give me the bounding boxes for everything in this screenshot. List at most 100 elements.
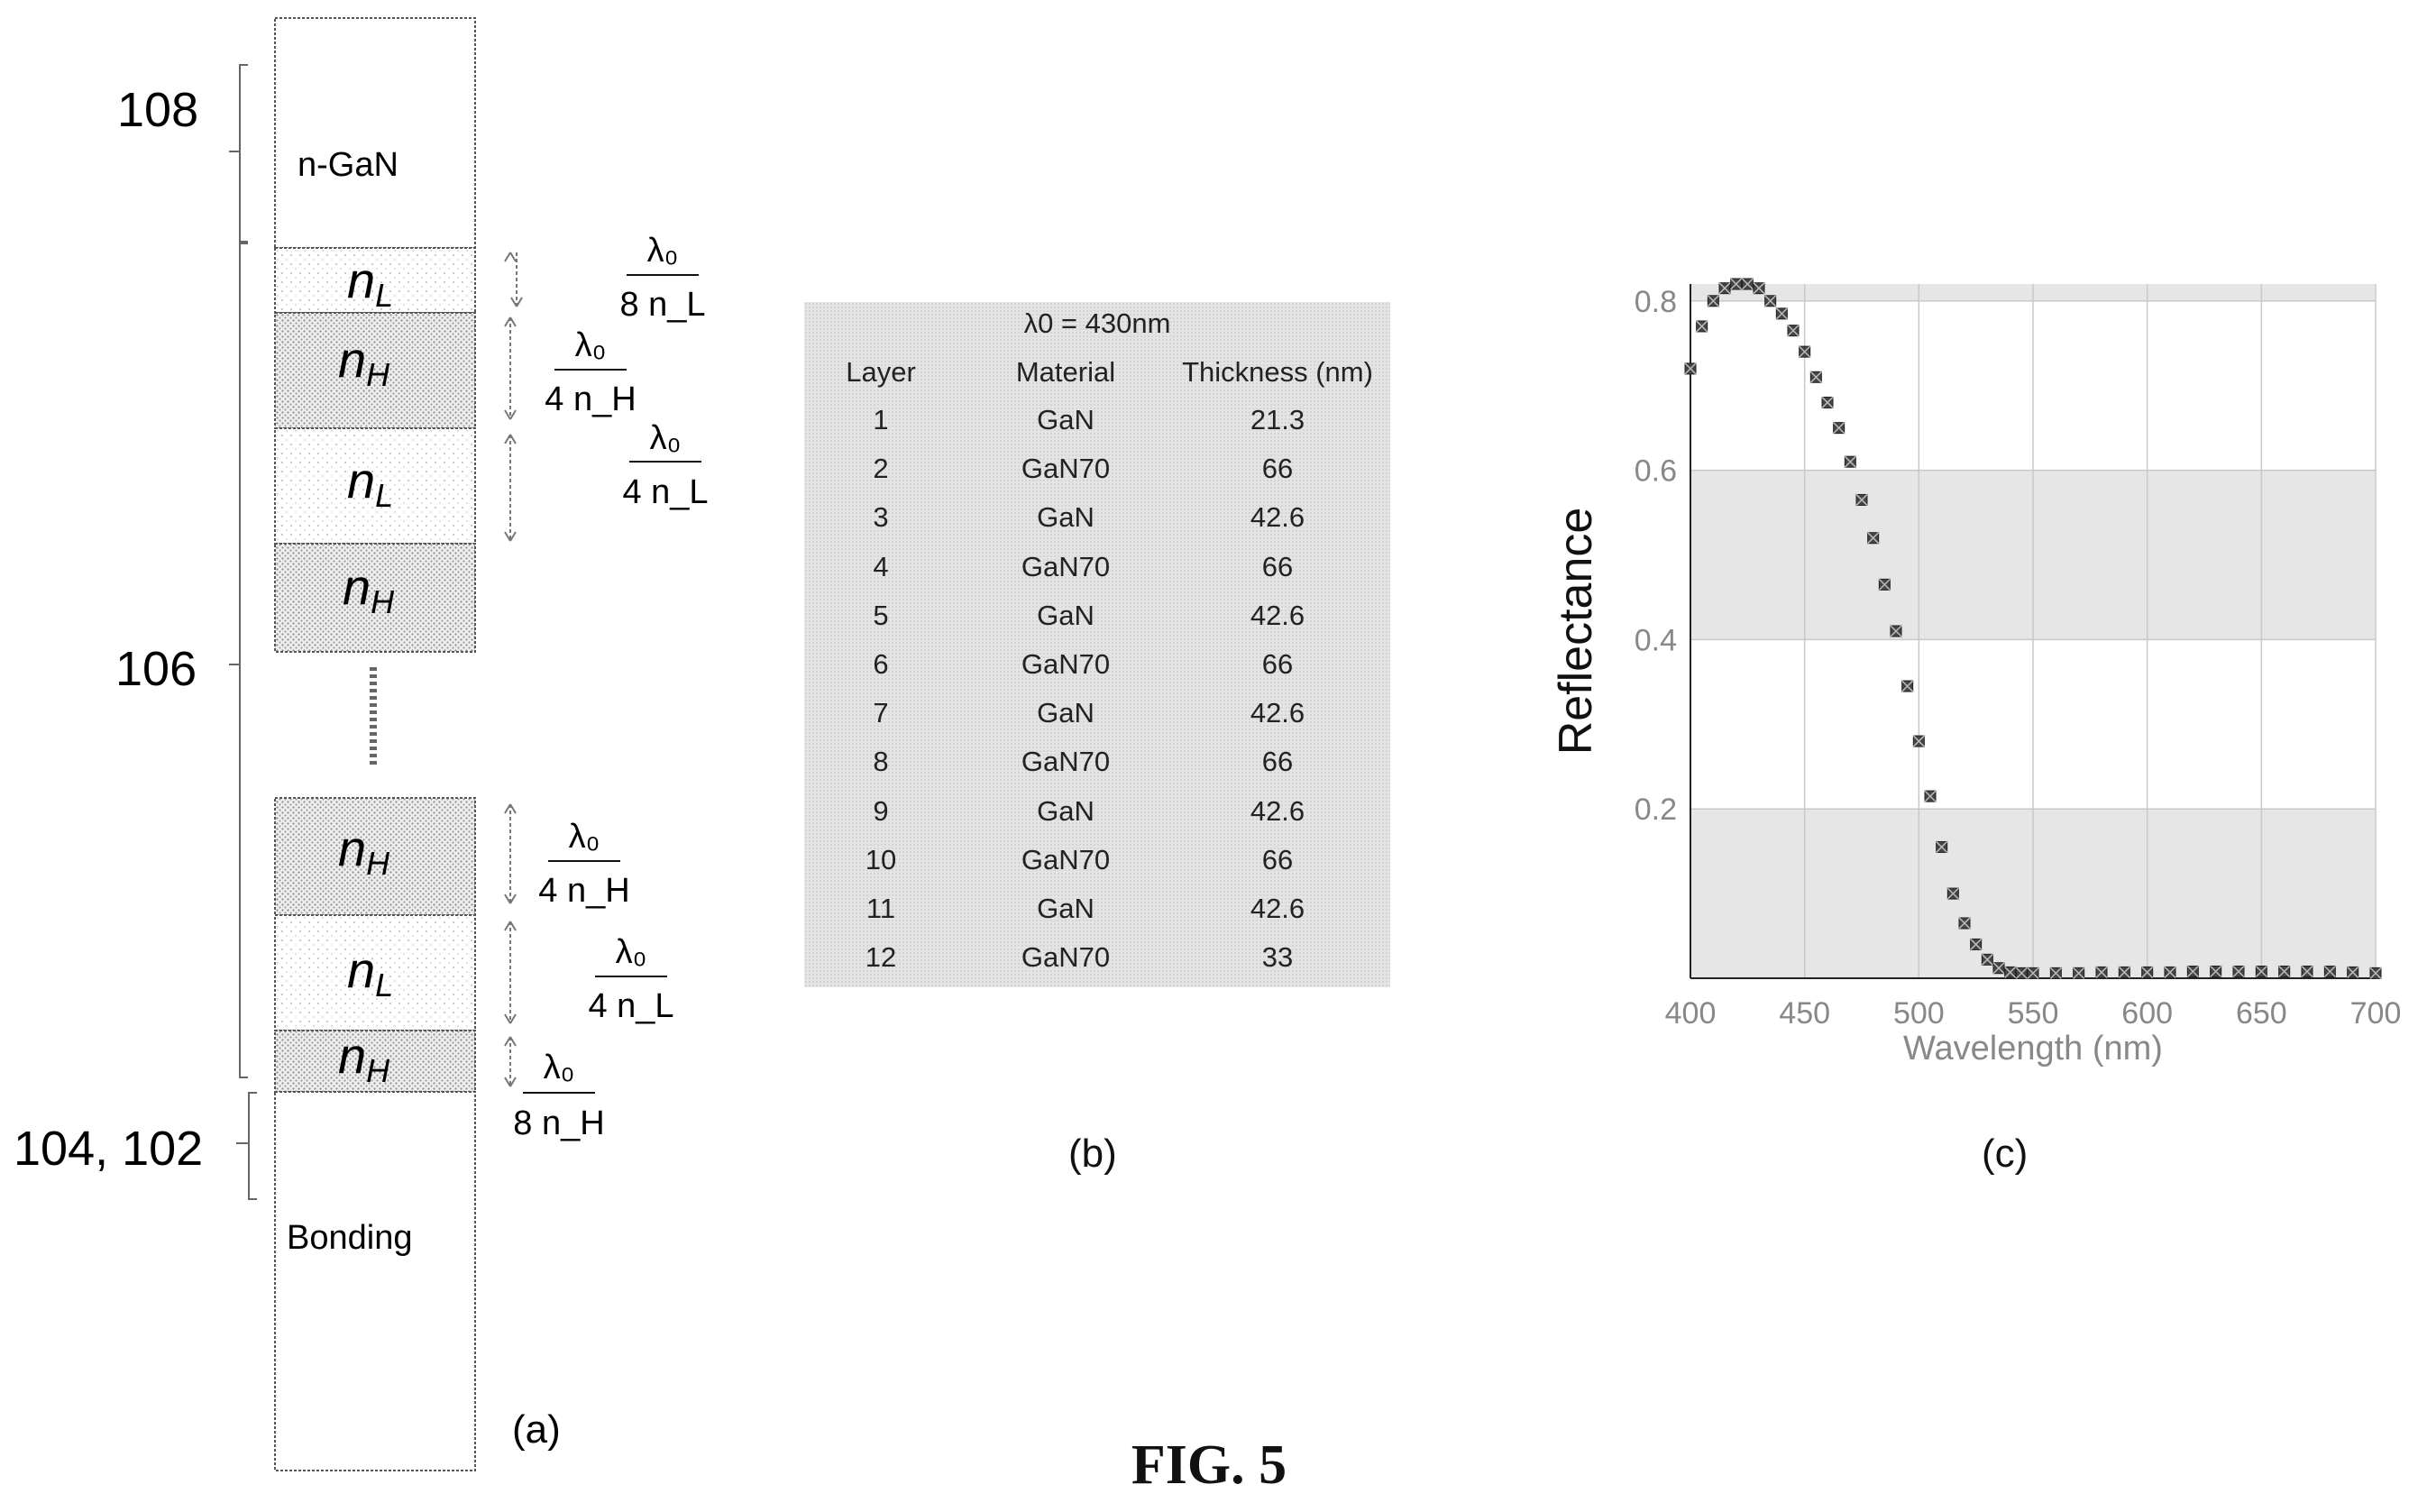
y-tick-label: 0.4 (1635, 623, 1677, 657)
data-point (2118, 966, 2130, 978)
bracket-106 (229, 243, 248, 1078)
data-point (1912, 735, 1925, 747)
svg-text:8 n_L: 8 n_L (619, 286, 705, 324)
cell-layer: 7 (873, 697, 889, 729)
cell-layer: 6 (873, 648, 889, 680)
table-row: 7 GaN 42.6 (804, 697, 1390, 746)
bonding-layer (274, 1091, 476, 1471)
table-row: 6 GaN70 66 (804, 648, 1390, 697)
layer-table: λ0 = 430nm Layer Material Thickness (nm)… (804, 302, 1390, 987)
layer-nh-4 (274, 1030, 476, 1093)
data-point (1809, 371, 1822, 383)
cell-layer: 9 (873, 794, 889, 827)
layer-nh-2 (274, 543, 476, 653)
table-row: 10 GaN70 66 (804, 844, 1390, 893)
data-point (1981, 953, 1993, 966)
table-row: 3 GaN 42.6 (804, 501, 1390, 550)
data-point (1958, 917, 1971, 930)
thickness-label-1: λ₀ 8 n_L (619, 232, 705, 324)
data-point (1730, 278, 1743, 290)
layer-symbol-nh-3: nH (338, 820, 390, 882)
data-point (1775, 307, 1788, 320)
table-row: 1 GaN 21.3 (804, 404, 1390, 453)
cell-layer: 2 (873, 453, 889, 485)
y-axis-label: Reflectance (1550, 508, 1602, 756)
header-thickness: Thickness (nm) (1182, 356, 1373, 388)
data-point (1718, 282, 1731, 295)
table-row: 2 GaN70 66 (804, 453, 1390, 501)
data-point (2186, 965, 2199, 978)
x-tick-label: 500 (1893, 996, 1945, 1031)
cell-thickness: 66 (1261, 453, 1294, 485)
data-point (2347, 966, 2359, 978)
data-point (1833, 422, 1846, 435)
data-point (1741, 278, 1754, 290)
data-point (1844, 455, 1856, 468)
x-tick-label: 450 (1779, 996, 1830, 1031)
y-tick-label: 0.2 (1635, 793, 1677, 827)
data-point (2301, 965, 2313, 978)
cell-thickness: 66 (1261, 746, 1294, 778)
table-caption: λ0 = 430nm (1023, 307, 1171, 339)
table-row: 8 GaN70 66 (804, 746, 1390, 794)
cell-thickness: 66 (1261, 550, 1294, 582)
cell-material: GaN70 (1021, 941, 1111, 974)
data-point (2095, 966, 2108, 978)
data-point (1970, 938, 1983, 950)
data-point (1764, 295, 1777, 307)
cell-thickness: 42.6 (1250, 794, 1305, 827)
data-point (1684, 362, 1697, 375)
panel-a-label: (a) (512, 1407, 561, 1452)
x-tick-label: 700 (2350, 996, 2402, 1031)
data-point (1753, 282, 1765, 295)
data-point (1992, 962, 2005, 975)
cell-thickness: 42.6 (1250, 697, 1305, 729)
y-tick-label: 0.6 (1635, 454, 1677, 489)
thickness-label-3: λ₀ 4 n_L (622, 419, 708, 511)
data-point (2049, 967, 2062, 979)
thickness-label-5: λ₀ 4 n_L (588, 933, 673, 1025)
data-point (2164, 966, 2176, 978)
cell-layer: 11 (866, 893, 896, 924)
layer-nl-2 (274, 427, 476, 545)
data-point (1855, 493, 1868, 506)
cell-thickness: 66 (1261, 843, 1294, 875)
reflectance-chart: 400 450 500 550 600 650 700 0.2 0.4 0.6 0.8 Wavele… (1550, 278, 2402, 1068)
svg-text:4 n_H: 4 n_H (538, 872, 629, 910)
figure-title: FIG. 5 (1131, 1434, 1287, 1496)
cell-layer: 8 (873, 746, 889, 778)
data-point (2027, 967, 2039, 979)
cell-thickness: 42.6 (1250, 893, 1305, 924)
cell-material: GaN70 (1021, 550, 1111, 582)
cell-material: GaN (1037, 697, 1095, 729)
cell-layer: 10 (865, 843, 897, 875)
bonding-label: Bonding (287, 1219, 412, 1257)
header-layer: Layer (846, 356, 916, 388)
table-row: 12 GaN70 33 (804, 941, 1390, 990)
bracket-104-102 (236, 1092, 257, 1200)
table-row: 5 GaN 42.6 (804, 600, 1390, 648)
table-row: 4 GaN70 66 (804, 551, 1390, 600)
table-row: 11 GaN 42.6 (804, 893, 1390, 941)
svg-text:λ₀: λ₀ (616, 933, 647, 971)
table-row: 9 GaN 42.6 (804, 795, 1390, 844)
thickness-label-2: λ₀ 4 n_H (545, 326, 636, 418)
svg-text:λ₀: λ₀ (575, 326, 607, 364)
header-material: Material (1015, 356, 1116, 388)
cell-material: GaN70 (1021, 843, 1111, 875)
cell-material: GaN (1037, 893, 1095, 924)
data-point (2073, 967, 2085, 979)
svg-text:4 n_L: 4 n_L (622, 473, 708, 511)
cell-layer: 1 (873, 404, 889, 435)
thickness-label-6: λ₀ 8 n_H (513, 1049, 604, 1142)
cell-material: GaN (1037, 501, 1095, 534)
svg-text:λ₀: λ₀ (569, 818, 600, 856)
data-point (1946, 887, 1959, 900)
table-header: Layer Material Thickness (nm) (804, 356, 1390, 405)
data-point (2015, 967, 2028, 979)
cell-thickness: 21.3 (1250, 404, 1305, 435)
cell-material: GaN70 (1021, 746, 1111, 778)
data-point (1936, 840, 1948, 853)
layer-nl-3 (274, 914, 476, 1031)
data-point (1901, 680, 1914, 692)
